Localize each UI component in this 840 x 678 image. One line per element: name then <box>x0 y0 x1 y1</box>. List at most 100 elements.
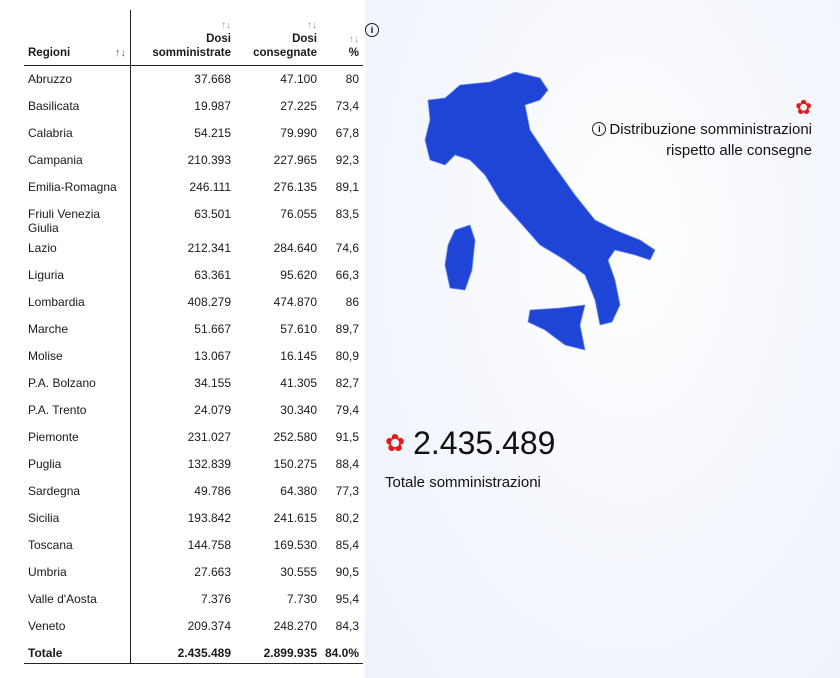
cell-percent: 83,5 <box>335 206 360 221</box>
table-row: Friuli Venezia Giulia 63.501 76.055 83,5 <box>24 200 363 235</box>
cell-administered: 24.079 <box>194 402 231 417</box>
sort-icon[interactable]: ↑↓ <box>115 47 126 59</box>
cell-administered: 13.067 <box>194 348 231 363</box>
table-row: P.A. Bolzano 34.155 41.305 82,7 <box>24 369 363 397</box>
cell-percent: 86 <box>345 294 360 309</box>
cell-delivered: 16.145 <box>280 348 317 363</box>
info-icon[interactable]: i <box>592 122 607 136</box>
cell-percent: 89,7 <box>335 321 360 336</box>
cell-percent: 88,4 <box>335 456 360 471</box>
cell-region: Piemonte <box>24 423 131 451</box>
cell-delivered: 79.990 <box>280 125 317 140</box>
header-label: Dosi consegnate <box>253 33 317 59</box>
region-sicilia <box>527 304 586 351</box>
cell-percent: 95,4 <box>335 591 360 606</box>
cell-delivered: 30.340 <box>280 402 317 417</box>
total-value: ✿ 2.435.489 <box>385 425 555 462</box>
cell-region: Valle d'Aosta <box>24 585 131 613</box>
cell-delivered: 7.730 <box>286 591 317 606</box>
cell-administered: 210.393 <box>187 152 231 167</box>
cell-percent: 73,4 <box>335 98 360 113</box>
cell-percent: 84.0% <box>321 639 364 664</box>
cell-delivered: 248.270 <box>273 618 317 633</box>
header-label: % <box>348 47 360 59</box>
cell-administered: 49.786 <box>194 483 231 498</box>
region-mainland <box>424 71 656 326</box>
cell-delivered: 150.275 <box>273 456 317 471</box>
table-row: Emilia-Romagna 246.111 276.135 89,1 <box>24 173 363 201</box>
header-label: Regioni <box>28 47 71 59</box>
total-number: 2.435.489 <box>413 425 556 461</box>
header-somministrate[interactable]: ↑↓ Dosi somministrate <box>130 10 235 66</box>
header-regioni[interactable]: Regioni ↑↓ <box>24 10 131 66</box>
cell-region: Basilicata <box>24 92 131 120</box>
table-row: Piemonte 231.027 252.580 91,5 <box>24 423 363 451</box>
table-row: P.A. Trento 24.079 30.340 79,4 <box>24 396 363 424</box>
cell-administered: 209.374 <box>187 618 231 633</box>
cell-delivered: 76.055 <box>280 206 317 221</box>
table-row: Basilicata 19.987 27.225 73,4 <box>24 92 363 120</box>
header-percent[interactable]: ↑↓% <box>321 10 364 66</box>
cell-administered: 212.341 <box>187 240 231 255</box>
cell-region: Totale <box>24 639 131 664</box>
cell-delivered: 47.100 <box>280 72 317 86</box>
sort-icon[interactable]: ↑↓ <box>221 20 231 31</box>
cell-administered: 63.501 <box>194 206 231 221</box>
cell-administered: 193.842 <box>187 510 231 525</box>
cell-administered: 246.111 <box>189 179 231 194</box>
cell-delivered: 57.610 <box>280 321 317 336</box>
cell-administered: 7.376 <box>200 591 231 606</box>
cell-region: Emilia-Romagna <box>24 173 131 201</box>
table-row: Molise 13.067 16.145 80,9 <box>24 342 363 370</box>
cell-region: Sicilia <box>24 504 131 532</box>
table-row: Puglia 132.839 150.275 88,4 <box>24 450 363 478</box>
flower-icon: ✿ <box>795 97 812 119</box>
cell-delivered: 252.580 <box>273 429 317 444</box>
cell-region: Campania <box>24 146 131 174</box>
table-row: Umbria 27.663 30.555 90,5 <box>24 558 363 586</box>
cell-percent: 80,9 <box>335 348 360 363</box>
cell-delivered: 30.555 <box>280 564 317 579</box>
cell-administered: 144.758 <box>187 537 231 552</box>
table-row: Toscana 144.758 169.530 85,4 <box>24 531 363 559</box>
cell-percent: 79,4 <box>335 402 360 417</box>
sort-icon[interactable]: ↑↓ <box>349 34 360 45</box>
cell-delivered: 276.135 <box>273 179 317 194</box>
cell-percent: 74,6 <box>335 240 360 255</box>
cell-administered: 63.361 <box>194 267 231 282</box>
table-row: Marche 51.667 57.610 89,7 <box>24 315 363 343</box>
italy-map[interactable] <box>400 60 680 370</box>
cell-delivered: 27.225 <box>280 98 317 113</box>
cell-administered: 231.027 <box>187 429 231 444</box>
cell-delivered: 227.965 <box>273 152 317 167</box>
cell-percent: 66,3 <box>335 267 360 282</box>
cell-percent: 84,3 <box>335 618 360 633</box>
table-row: Campania 210.393 227.965 92,3 <box>24 146 363 174</box>
cell-region: Liguria <box>24 261 131 289</box>
table-row: Abruzzo 37.668 47.100 80 <box>24 65 363 93</box>
table-row: Liguria 63.361 95.620 66,3 <box>24 261 363 289</box>
cell-delivered: 474.870 <box>273 294 317 309</box>
cell-region: Veneto <box>24 612 131 640</box>
cell-percent: 85,4 <box>335 537 360 552</box>
cell-administered: 27.663 <box>194 564 231 579</box>
flower-icon: ✿ <box>385 430 406 457</box>
cell-percent: 90,5 <box>335 564 360 579</box>
cell-percent: 92,3 <box>335 152 360 167</box>
cell-region: Friuli Venezia Giulia <box>24 200 131 235</box>
cell-administered: 132.839 <box>187 456 231 471</box>
cell-region: Umbria <box>24 558 131 586</box>
cell-percent: 82,7 <box>335 375 360 390</box>
table-row: Calabria 54.215 79.990 67,8 <box>24 119 363 147</box>
cell-region: Calabria <box>24 119 131 147</box>
cell-administered: 54.215 <box>194 125 231 140</box>
cell-percent: 91,5 <box>335 429 360 444</box>
header-consegnate[interactable]: ↑↓ Dosi consegnate <box>235 10 321 66</box>
cell-region: Sardegna <box>24 477 131 505</box>
info-icon[interactable]: i <box>365 23 379 37</box>
cell-delivered: 41.305 <box>280 375 317 390</box>
cell-administered: 34.155 <box>194 375 231 390</box>
sort-icon[interactable]: ↑↓ <box>307 20 317 31</box>
cell-administered: 2.435.489 <box>130 639 235 664</box>
table-row: Lombardia 408.279 474.870 86 <box>24 288 363 316</box>
